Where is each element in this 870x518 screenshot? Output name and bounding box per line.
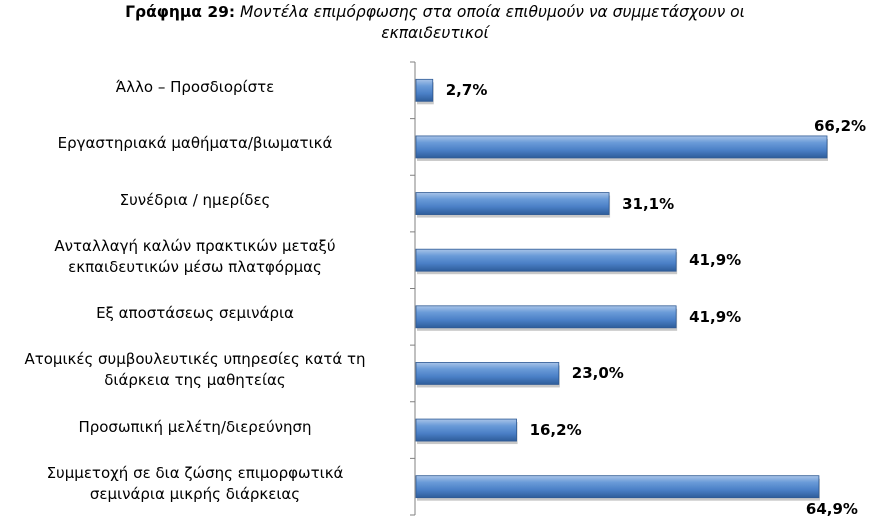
bar xyxy=(415,418,517,442)
category-label: Εξ αποστάσεως σεμινάρια xyxy=(0,303,395,324)
chart-title-text: Μοντέλα επιμόρφωσης στα οποία επιθυμούν … xyxy=(235,3,745,21)
data-label: 66,2% xyxy=(814,116,867,135)
category-label-line: Εξ αποστάσεως σεμινάρια xyxy=(96,304,294,323)
data-label: 23,0% xyxy=(571,364,624,383)
category-label-line: Άλλο – Προσδιορίστε xyxy=(115,77,275,96)
bar xyxy=(415,192,610,215)
category-label-line: Εργαστηριακά μαθήματα/βιωματικά xyxy=(57,134,333,153)
data-label: 2,7% xyxy=(445,81,488,100)
category-label-line: Προσωπική μελέτη/διερεύνηση xyxy=(78,417,312,436)
category-label-line: Ανταλλαγή καλών πρακτικών μεταξύ xyxy=(54,237,336,256)
category-label: Άλλο – Προσδιορίστε xyxy=(0,77,395,98)
data-label: 41,9% xyxy=(689,251,742,270)
category-label-line: Συμμετοχή σε δια ζώσης επιμορφωτικά xyxy=(46,463,344,482)
chart-title-prefix: Γράφημα 29: xyxy=(125,3,236,21)
chart-title-line-1: Γράφημα 29: Μοντέλα επιμόρφωσης στα οποί… xyxy=(0,2,870,23)
bar xyxy=(415,248,677,272)
category-label: Εργαστηριακά μαθήματα/βιωματικά xyxy=(0,133,395,154)
data-label: 31,1% xyxy=(622,194,675,213)
data-label: 16,2% xyxy=(529,421,582,440)
category-label-line: Συνέδρια / ημερίδες xyxy=(119,191,271,210)
bar xyxy=(415,475,820,499)
category-label: Ανταλλαγή καλών πρακτικών μεταξύ εκπαιδευ… xyxy=(0,236,395,278)
category-label: Προσωπική μελέτη/διερεύνηση xyxy=(0,417,395,438)
chart-title: Γράφημα 29: Μοντέλα επιμόρφωσης στα οποί… xyxy=(0,2,870,44)
bar xyxy=(415,362,560,385)
category-label: Συμμετοχή σε δια ζώσης επιμορφωτικά σεμιν… xyxy=(0,463,395,505)
category-label: Συνέδρια / ημερίδες xyxy=(0,190,395,211)
data-label: 64,9% xyxy=(805,499,858,518)
bar xyxy=(415,305,677,329)
category-label-line: Ατομικές συμβουλευτικές υπηρεσίες κατά τ… xyxy=(24,350,366,369)
bar xyxy=(415,135,828,159)
category-label-line: σεμινάρια μικρής διάρκειας xyxy=(89,484,301,503)
y-axis-ticks xyxy=(410,61,415,516)
category-label-line: διάρκεια της μαθητείας xyxy=(104,371,286,390)
category-label: Ατομικές συμβουλευτικές υπηρεσίες κατά τ… xyxy=(0,349,395,391)
chart-title-line-2: εκπαιδευτικοί xyxy=(381,24,489,42)
data-label: 41,9% xyxy=(689,307,742,326)
bar xyxy=(415,78,434,102)
bars xyxy=(415,78,828,501)
category-label-line: εκπαιδευτικών μέσω πλατφόρμας xyxy=(68,258,322,277)
